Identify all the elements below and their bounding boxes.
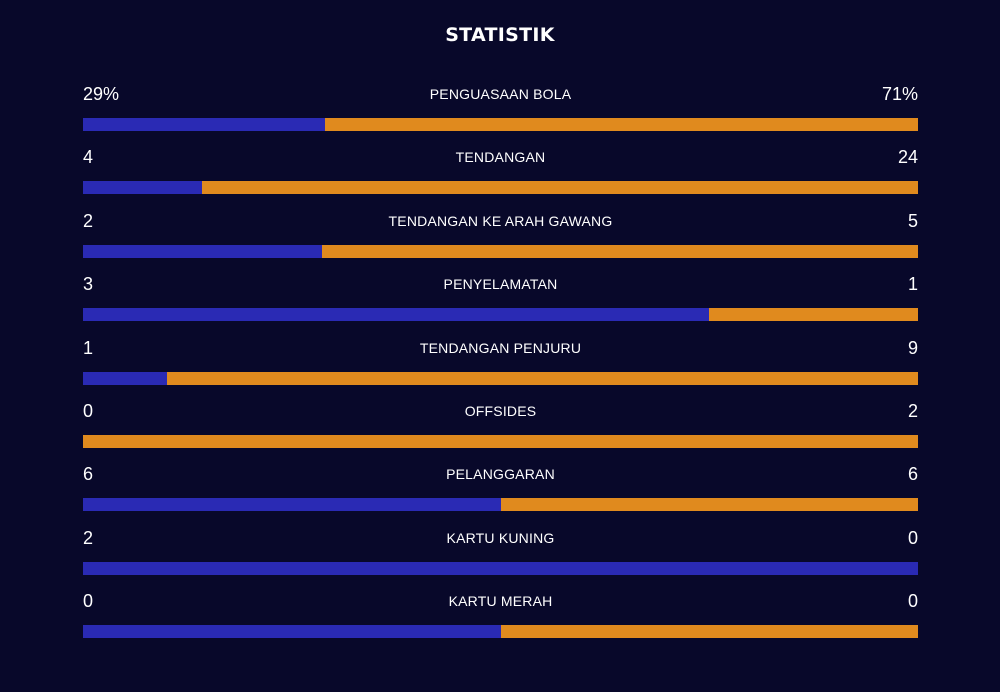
home-value: 2: [83, 210, 94, 231]
stat-label: TENDANGAN: [455, 149, 546, 166]
stat-header: 0 OFFSIDES 2: [83, 397, 918, 435]
home-bar-segment: [83, 118, 326, 131]
home-value: 4: [83, 147, 94, 168]
stat-row-kartu-merah: 0 KARTU MERAH 0: [83, 587, 918, 650]
home-value: 0: [83, 400, 94, 421]
home-value: 2: [83, 527, 94, 548]
stat-row-offsides: 0 OFFSIDES 2: [83, 397, 918, 460]
away-bar-segment: [83, 434, 918, 448]
away-bar-segment: [325, 118, 918, 131]
stats-list: 29% PENGUASAAN BOLA 71% 4 TENDANGAN 24: [83, 80, 918, 651]
home-bar-segment: [83, 498, 501, 512]
home-bar-segment: [83, 244, 322, 258]
away-bar-segment: [321, 244, 918, 258]
stat-row-tendangan-ke-arah-gawang: 2 TENDANGAN KE ARAH GAWANG 5: [83, 207, 918, 270]
stat-header: 3 PENYELAMATAN 1: [83, 270, 918, 308]
away-value: 0: [907, 591, 918, 612]
stat-row-pelanggaran: 6 PELANGGARAN 6: [83, 460, 918, 523]
comparison-bar: [83, 118, 918, 131]
home-value: 0: [83, 591, 94, 612]
home-value: 3: [83, 274, 94, 295]
comparison-bar: [83, 244, 918, 258]
stat-row-tendangan: 4 TENDANGAN 24: [83, 143, 918, 206]
stat-row-penyelamatan: 3 PENYELAMATAN 1: [83, 270, 918, 333]
away-value: 9: [907, 337, 918, 358]
away-value: 2: [907, 400, 918, 421]
stat-row-kartu-kuning: 2 KARTU KUNING 0: [83, 524, 918, 587]
comparison-bar: [83, 308, 918, 322]
home-value: 1: [83, 337, 94, 358]
comparison-bar: [83, 498, 918, 512]
stat-header: 1 TENDANGAN PENJURU 9: [83, 334, 918, 372]
stat-label: OFFSIDES: [464, 402, 537, 419]
stat-label: KARTU KUNING: [446, 529, 555, 546]
home-bar-segment: [83, 181, 203, 195]
away-value: 0: [907, 527, 918, 548]
comparison-bar: [83, 371, 918, 385]
away-value: 71%: [881, 84, 918, 104]
stat-header: 0 KARTU MERAH 0: [83, 587, 918, 625]
stat-label: TENDANGAN PENJURU: [419, 339, 582, 356]
home-bar-segment: [83, 308, 710, 322]
away-value: 5: [907, 210, 918, 231]
away-bar-segment: [500, 498, 918, 512]
stat-row-tendangan-penjuru: 1 TENDANGAN PENJURU 9: [83, 334, 918, 397]
home-value: 29%: [83, 84, 120, 104]
stat-header: 29% PENGUASAAN BOLA 71%: [83, 80, 918, 118]
stat-label: PENYELAMATAN: [443, 276, 558, 293]
stat-label: KARTU MERAH: [448, 593, 553, 610]
comparison-bar: [83, 561, 918, 575]
stat-label: TENDANGAN KE ARAH GAWANG: [388, 212, 613, 229]
away-bar-segment: [202, 181, 918, 195]
away-value: 1: [907, 274, 918, 295]
stat-row-penguasaan-bola: 29% PENGUASAAN BOLA 71%: [83, 80, 918, 143]
panel-title: STATISTIK: [445, 24, 555, 46]
home-value: 6: [83, 464, 94, 485]
stat-label: PELANGGARAN: [446, 466, 555, 483]
stat-label: PENGUASAAN BOLA: [429, 86, 572, 102]
away-bar-segment: [500, 625, 918, 639]
stat-header: 4 TENDANGAN 24: [83, 143, 918, 181]
away-bar-segment: [166, 371, 918, 385]
stat-header: 2 KARTU KUNING 0: [83, 524, 918, 562]
comparison-bar: [83, 434, 918, 448]
away-value: 24: [897, 147, 918, 168]
stat-header: 2 TENDANGAN KE ARAH GAWANG 5: [83, 207, 918, 245]
home-bar-segment: [83, 625, 501, 639]
stat-header: 6 PELANGGARAN 6: [83, 460, 918, 498]
home-bar-segment: [83, 371, 167, 385]
home-bar-segment: [83, 561, 918, 575]
comparison-bar: [83, 625, 918, 639]
comparison-bar: [83, 181, 918, 195]
away-value: 6: [907, 464, 918, 485]
away-bar-segment: [709, 308, 918, 322]
